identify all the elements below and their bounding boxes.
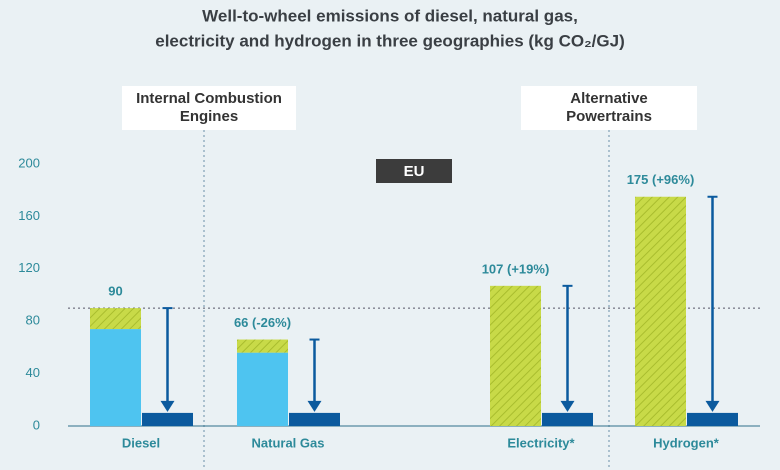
comparison-bar (289, 412, 340, 426)
y-tick-label: 160 (18, 208, 40, 223)
arrow-head (160, 400, 175, 412)
y-tick-label: 80 (26, 313, 40, 328)
bar-segment (237, 352, 288, 426)
bar-segment (635, 196, 686, 426)
group-label: Alternative Powertrains (566, 90, 652, 125)
y-tick-label: 0 (33, 417, 40, 432)
arrow-head (560, 400, 575, 412)
region-label: EU (404, 163, 425, 180)
region-box (376, 159, 452, 183)
x-tick-label: Electricity* (507, 435, 575, 450)
group-box (122, 86, 296, 130)
arrow-head (307, 400, 322, 412)
bar-segment (90, 329, 141, 426)
group-label: Internal Combustion Engines (136, 90, 282, 125)
comparison-bar (142, 412, 193, 426)
value-label: 175 (+96%) (627, 172, 695, 187)
comparison-bar (542, 412, 593, 426)
y-tick-label: 40 (26, 365, 40, 380)
value-label: 66 (-26%) (234, 315, 291, 330)
bar-segment (90, 308, 141, 330)
group-box (521, 86, 697, 130)
bar-segment (237, 339, 288, 353)
arrow-head (705, 400, 720, 412)
comparison-bar (687, 412, 738, 426)
y-tick-label: 120 (18, 260, 40, 275)
value-label: 107 (+19%) (482, 261, 550, 276)
chart-title: Well-to-wheel emissions of diesel, natur… (202, 6, 578, 25)
x-tick-label: Diesel (122, 435, 160, 450)
bar-segment (490, 285, 541, 426)
x-tick-label: Hydrogen* (653, 435, 720, 450)
chart-title: electricity and hydrogen in three geogra… (155, 31, 624, 50)
x-tick-label: Natural Gas (252, 435, 325, 450)
value-label: 90 (108, 284, 122, 299)
y-tick-label: 200 (18, 155, 40, 170)
